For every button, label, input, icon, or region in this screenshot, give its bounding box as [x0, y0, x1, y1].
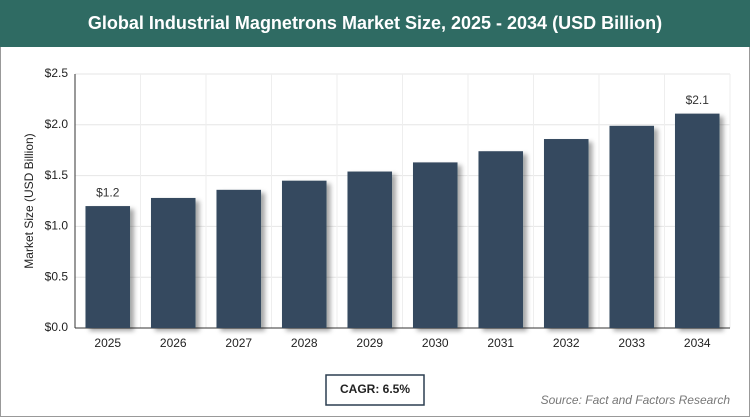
x-tick-label: 2030 — [422, 336, 449, 350]
data-label: $2.1 — [686, 93, 710, 107]
bar — [281, 180, 327, 328]
x-tick-label: 2032 — [553, 336, 580, 350]
y-tick-label: $1.5 — [45, 168, 69, 182]
x-tick-label: 2031 — [487, 336, 514, 350]
x-tick-label: 2033 — [618, 336, 645, 350]
x-tick-label: 2025 — [94, 336, 121, 350]
data-label: $1.2 — [96, 185, 120, 199]
bar — [478, 151, 524, 328]
bar — [543, 139, 589, 328]
bar — [85, 206, 131, 328]
x-tick-label: 2026 — [160, 336, 187, 350]
y-tick-label: $1.0 — [45, 219, 69, 233]
y-tick-label: $0.5 — [45, 269, 69, 283]
bar — [347, 171, 393, 328]
title-bar — [0, 0, 750, 47]
x-tick-label: 2028 — [291, 336, 318, 350]
y-tick-label: $2.0 — [45, 117, 69, 131]
cagr-box — [325, 374, 425, 406]
y-tick-label: $0.0 — [45, 320, 69, 334]
cagr-label: CAGR: 6.5% — [340, 382, 410, 396]
chart-title: Global Industrial Magnetrons Market Size… — [88, 13, 662, 33]
bar — [674, 113, 720, 329]
bar — [216, 189, 262, 328]
bar — [609, 125, 655, 328]
bar — [150, 197, 196, 328]
source-note: Source: Fact and Factors Research — [541, 393, 731, 407]
bar — [412, 162, 458, 328]
x-tick-label: 2027 — [225, 336, 252, 350]
x-tick-label: 2029 — [356, 336, 383, 350]
x-tick-label: 2034 — [684, 336, 711, 350]
y-tick-label: $2.5 — [45, 66, 69, 80]
y-axis-label: Market Size (USD Billion) — [22, 133, 36, 268]
